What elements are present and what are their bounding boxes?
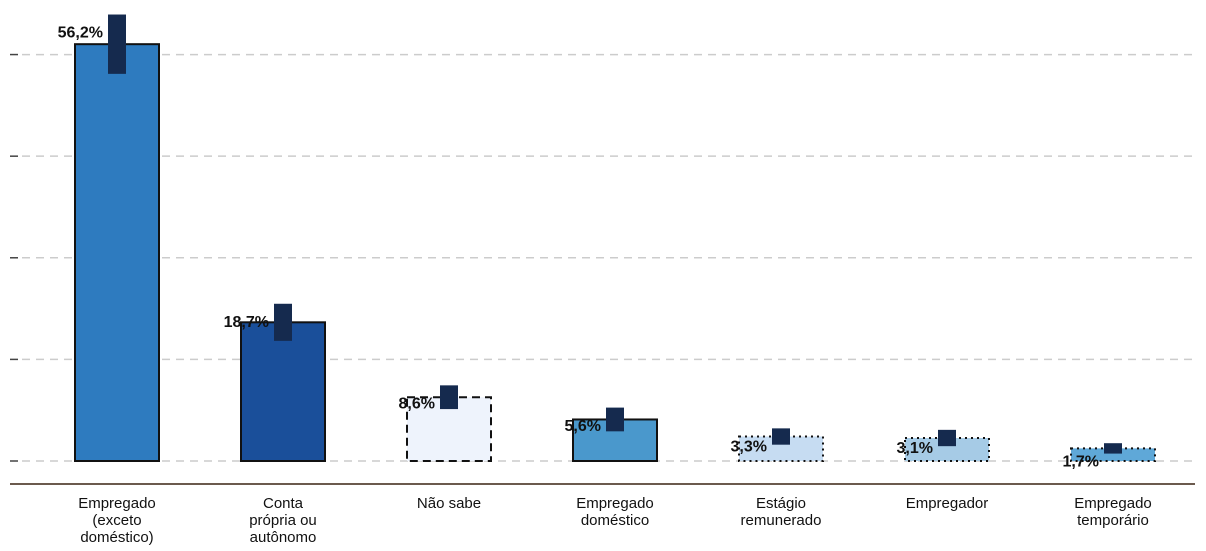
x-tick-label: Empregado [78, 495, 156, 512]
x-tick-label: Empregado [576, 495, 654, 512]
x-tick-label: temporário [1077, 512, 1149, 529]
value-label: 3,1% [897, 440, 933, 457]
error-bar [938, 429, 956, 447]
x-tick-label: doméstico [581, 512, 649, 529]
error-bar [1104, 443, 1122, 454]
value-label: 1,7% [1063, 453, 1099, 470]
x-tick-label: Empregado [1074, 495, 1152, 512]
error-bar [772, 428, 790, 445]
x-tick-label: remunerado [741, 512, 822, 529]
value-label: 56,2% [58, 25, 103, 42]
x-tick-label: Estágio [756, 495, 806, 512]
x-tick-label: (exceto [92, 512, 141, 529]
value-label: 8,6% [399, 396, 435, 413]
x-tick-label: própria ou [249, 512, 317, 529]
x-tick-label: doméstico) [80, 529, 153, 546]
value-label: 18,7% [224, 314, 269, 331]
bar [240, 321, 326, 462]
bar [74, 43, 160, 463]
x-tick-label: Empregador [906, 495, 989, 512]
x-tick-label: Não sabe [417, 495, 481, 512]
error-bar [440, 385, 458, 410]
x-tick-label: Conta [263, 495, 304, 512]
error-bar [606, 407, 624, 432]
error-bar [108, 14, 126, 74]
x-tick-label: autônomo [250, 529, 317, 546]
value-label: 5,6% [565, 418, 601, 435]
value-label: 3,3% [731, 439, 767, 456]
error-bar [274, 303, 292, 341]
